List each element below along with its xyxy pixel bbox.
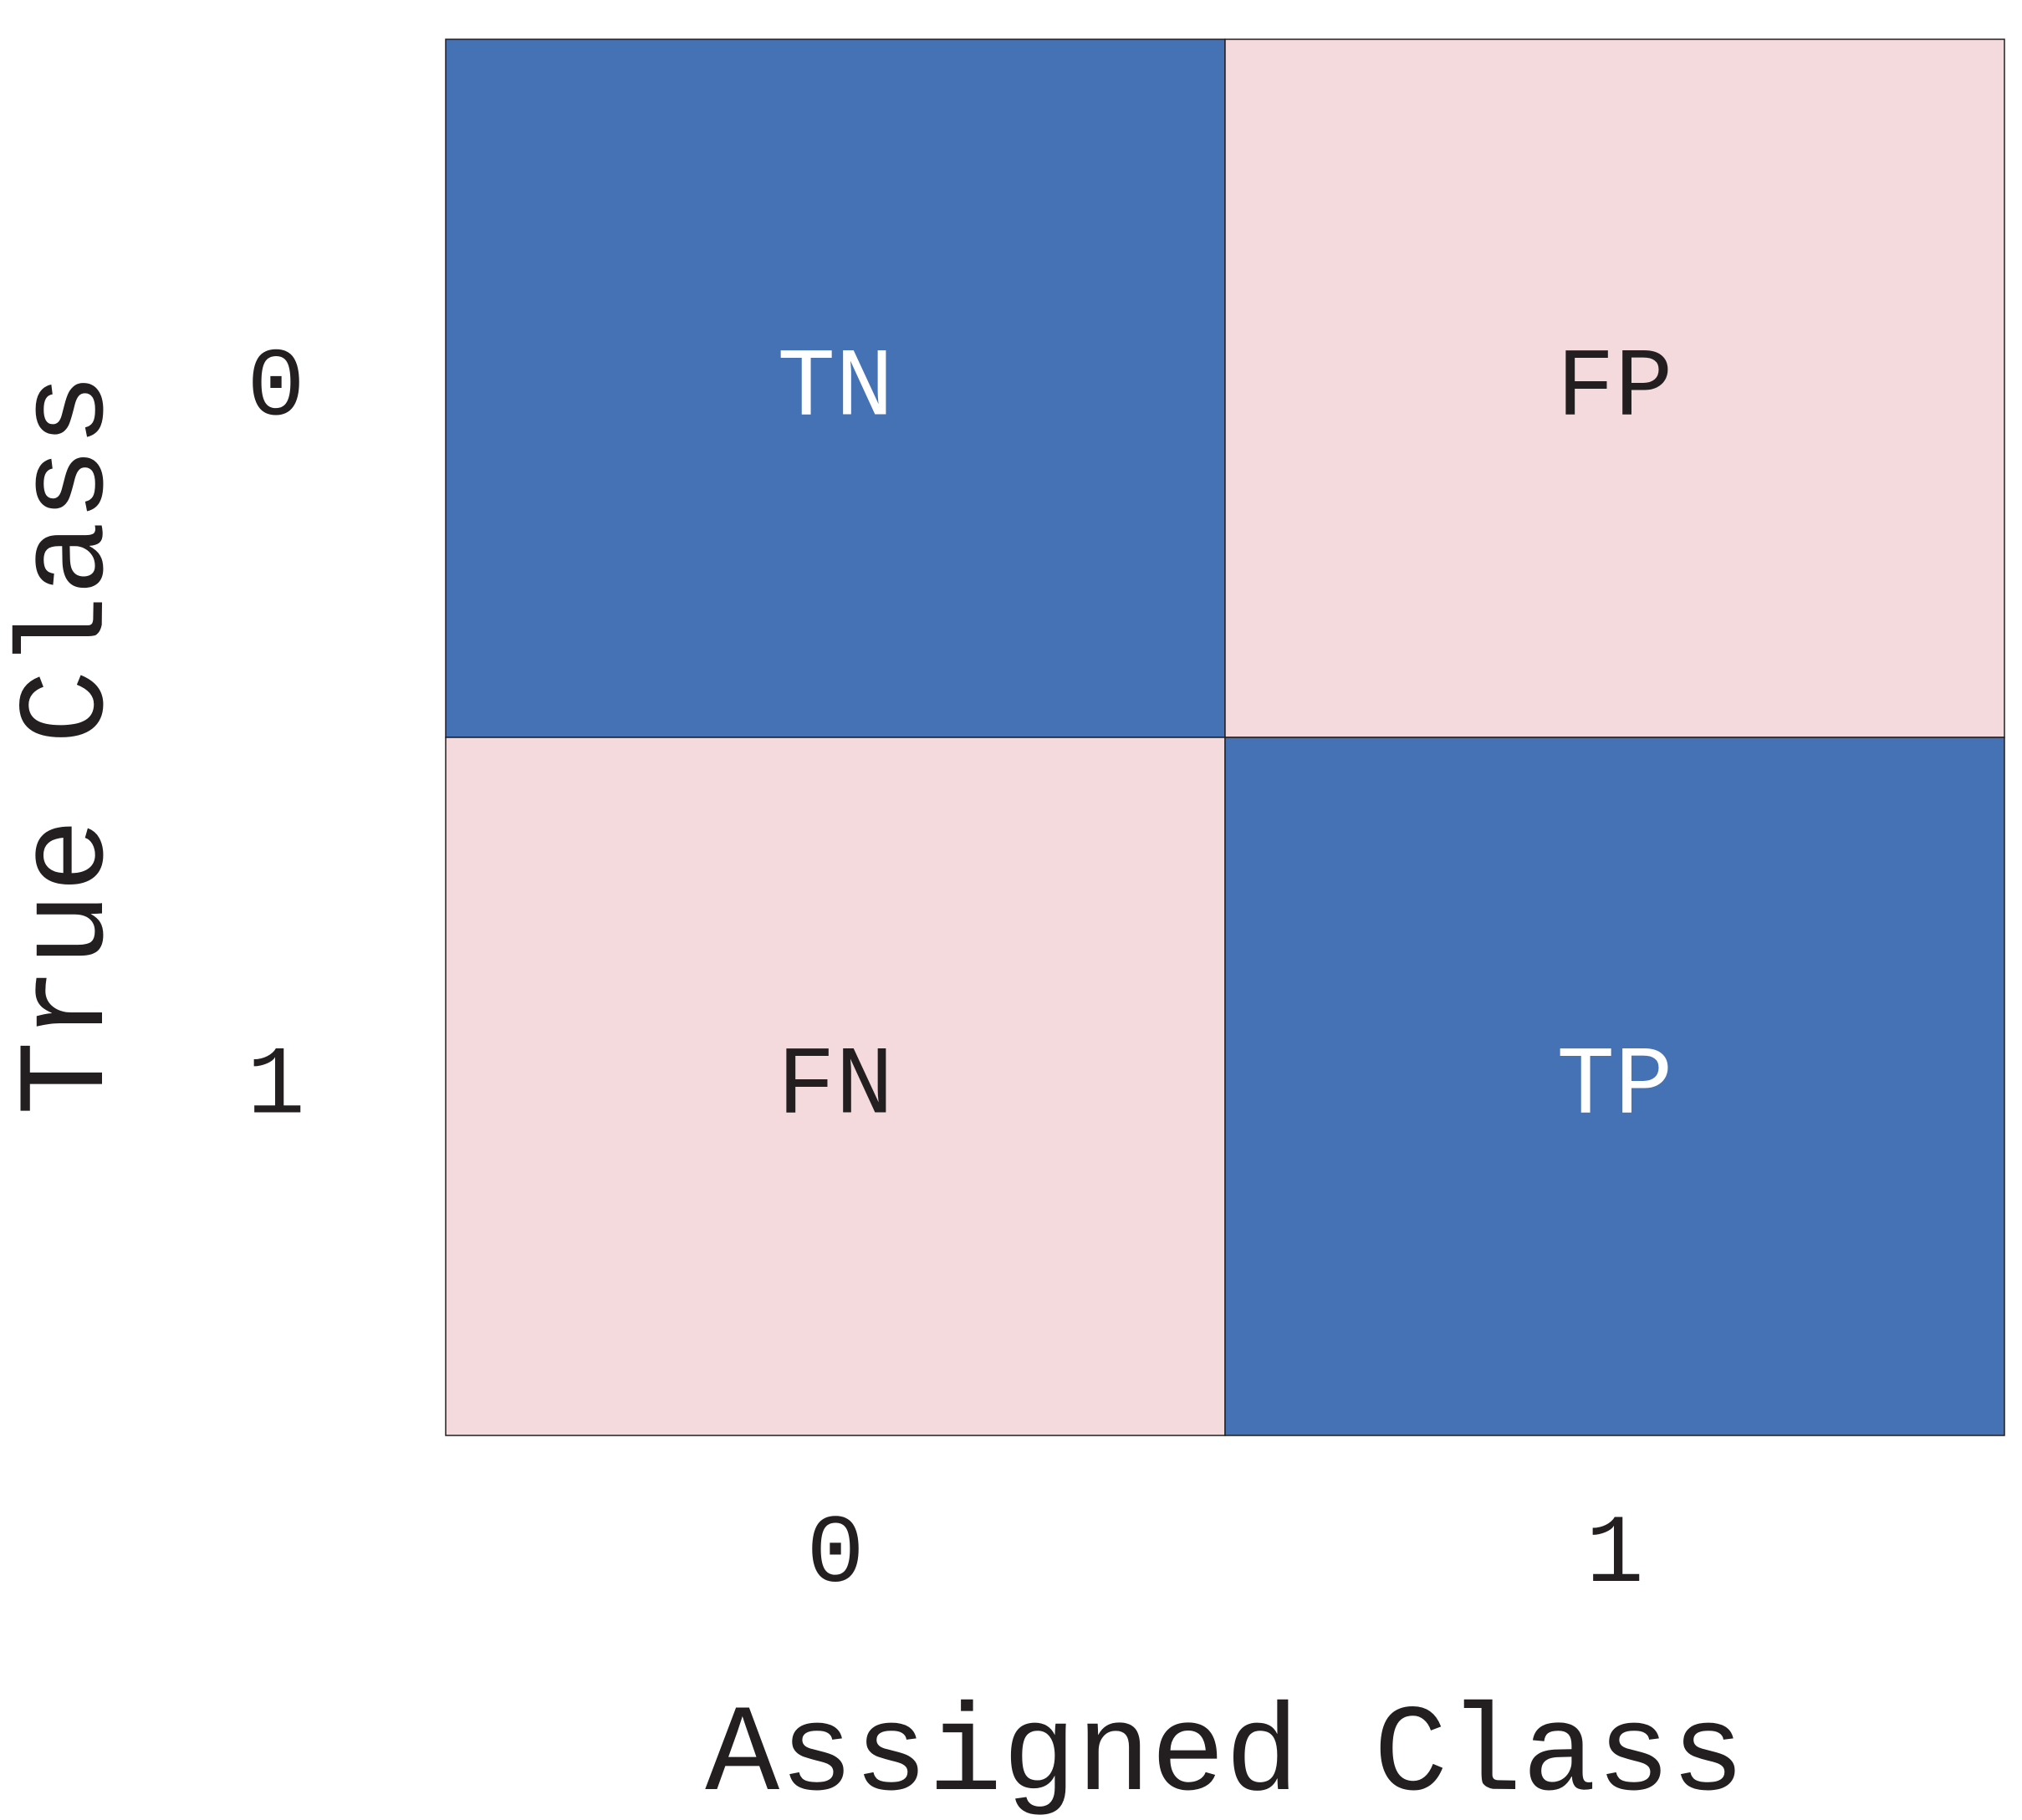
cell-true-positive — [1224, 737, 2005, 1436]
y-tick-label-0: 0 — [247, 334, 305, 444]
cell-true-negative — [445, 38, 1226, 738]
x-tick-label-1: 1 — [1585, 1500, 1644, 1610]
cell-label-true-positive: TP — [1556, 1032, 1672, 1142]
y-tick-label-1: 1 — [247, 1032, 305, 1142]
x-axis-title: Assigned Class — [705, 1687, 1744, 1820]
cell-label-false-positive: FP — [1556, 334, 1672, 444]
cell-false-positive — [1224, 38, 2005, 738]
y-axis-tick-labels: 01 — [247, 334, 305, 1142]
x-tick-label-0: 0 — [806, 1500, 865, 1610]
cell-label-false-negative: FN — [777, 1032, 893, 1142]
matrix-cells — [445, 38, 2005, 1436]
matrix-cell-labels: TN FP FN TP — [777, 334, 1672, 1142]
cell-label-true-negative: TN — [777, 334, 893, 444]
cell-false-negative — [445, 737, 1226, 1436]
y-axis-title: True Class — [0, 373, 140, 1115]
